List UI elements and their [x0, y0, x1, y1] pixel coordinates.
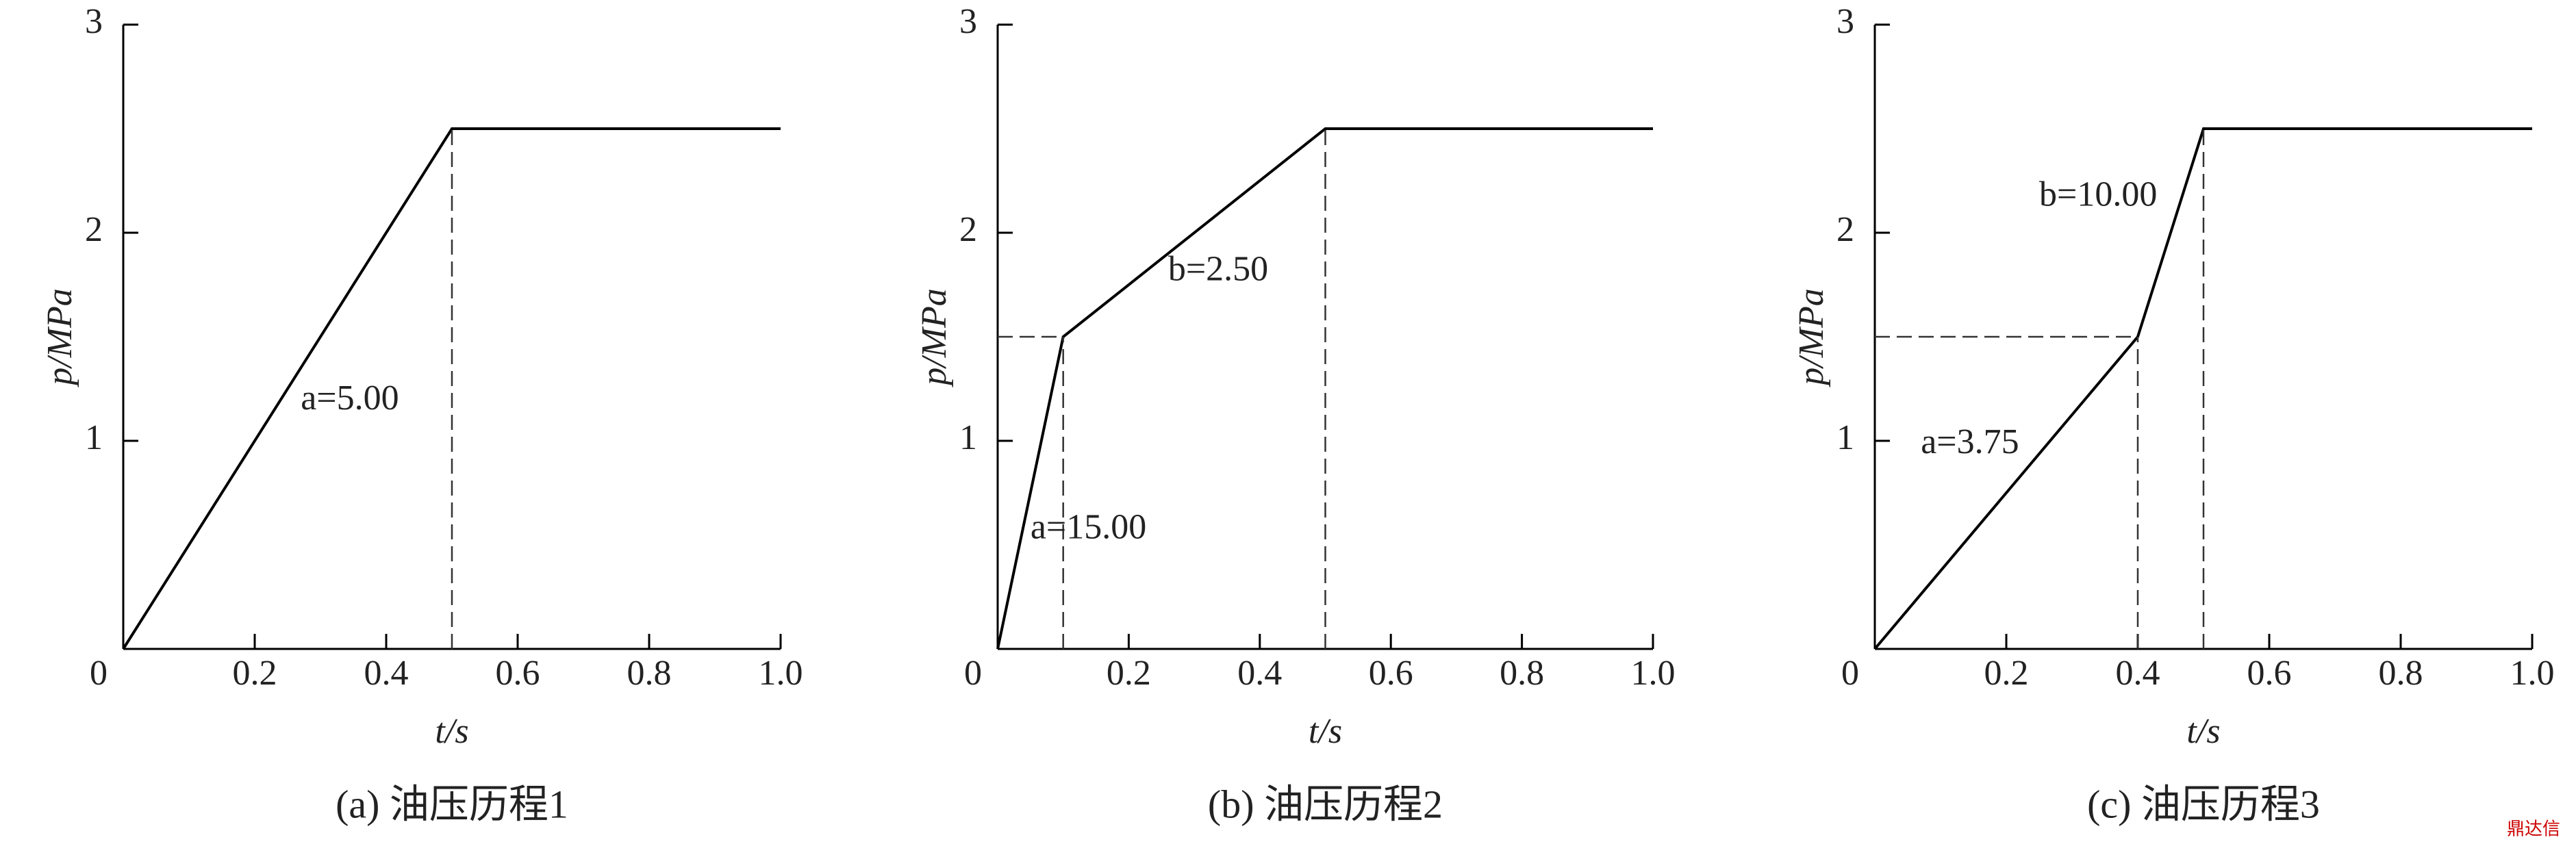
caption: (a) 油压历程1 — [336, 782, 568, 826]
x-tick-label: 0.6 — [1369, 654, 1413, 693]
x-tick-label: 0 — [1841, 654, 1859, 693]
y-tick-label: 3 — [1836, 2, 1854, 41]
annotation: a=5.00 — [301, 379, 399, 418]
x-tick-label: 0.6 — [496, 654, 540, 693]
x-tick-label: 0.2 — [1984, 654, 2029, 693]
x-tick-label: 0 — [90, 654, 108, 693]
y-axis-label: p/MPa — [40, 288, 79, 388]
annotation: a=3.75 — [1921, 422, 2019, 461]
annotation: a=15.00 — [1031, 508, 1146, 547]
x-tick-label: 0.8 — [627, 654, 672, 693]
x-tick-label: 0.2 — [233, 654, 277, 693]
y-axis-label: p/MPa — [915, 288, 954, 388]
data-line — [122, 127, 781, 650]
watermark: 鼎达信 — [2507, 819, 2560, 840]
annotation: b=10.00 — [2039, 175, 2157, 214]
y-tick-label: 1 — [959, 418, 977, 457]
x-tick-label: 0.8 — [1500, 654, 1544, 693]
y-tick-label: 2 — [959, 210, 977, 249]
data-line — [1873, 127, 2532, 650]
x-tick-label: 1.0 — [2510, 654, 2555, 693]
x-tick-label: 0.4 — [364, 654, 409, 693]
x-tick-label: 0.4 — [2116, 654, 2160, 693]
data-line — [996, 127, 1653, 650]
y-tick-label: 1 — [1836, 418, 1854, 457]
x-tick-label: 0.4 — [1237, 654, 1282, 693]
x-tick-label: 1.0 — [1631, 654, 1676, 693]
x-tick-label: 0 — [964, 654, 982, 693]
x-tick-label: 0.8 — [2379, 654, 2423, 693]
y-tick-label: 1 — [85, 418, 103, 457]
annotation: b=2.50 — [1168, 250, 1268, 289]
x-axis-label: t/s — [2186, 712, 2220, 751]
x-tick-label: 0.6 — [2247, 654, 2292, 693]
y-tick-label: 2 — [85, 210, 103, 249]
caption: (c) 油压历程3 — [2087, 782, 2320, 826]
y-tick-label: 3 — [959, 2, 977, 41]
caption: (b) 油压历程2 — [1208, 782, 1443, 826]
y-tick-label: 2 — [1836, 210, 1854, 249]
x-tick-label: 0.2 — [1107, 654, 1151, 693]
x-axis-label: t/s — [1309, 712, 1342, 751]
y-tick-label: 3 — [85, 2, 103, 41]
x-tick-label: 1.0 — [759, 654, 803, 693]
x-axis-label: t/s — [435, 712, 468, 751]
y-axis-label: p/MPa — [1792, 288, 1831, 388]
